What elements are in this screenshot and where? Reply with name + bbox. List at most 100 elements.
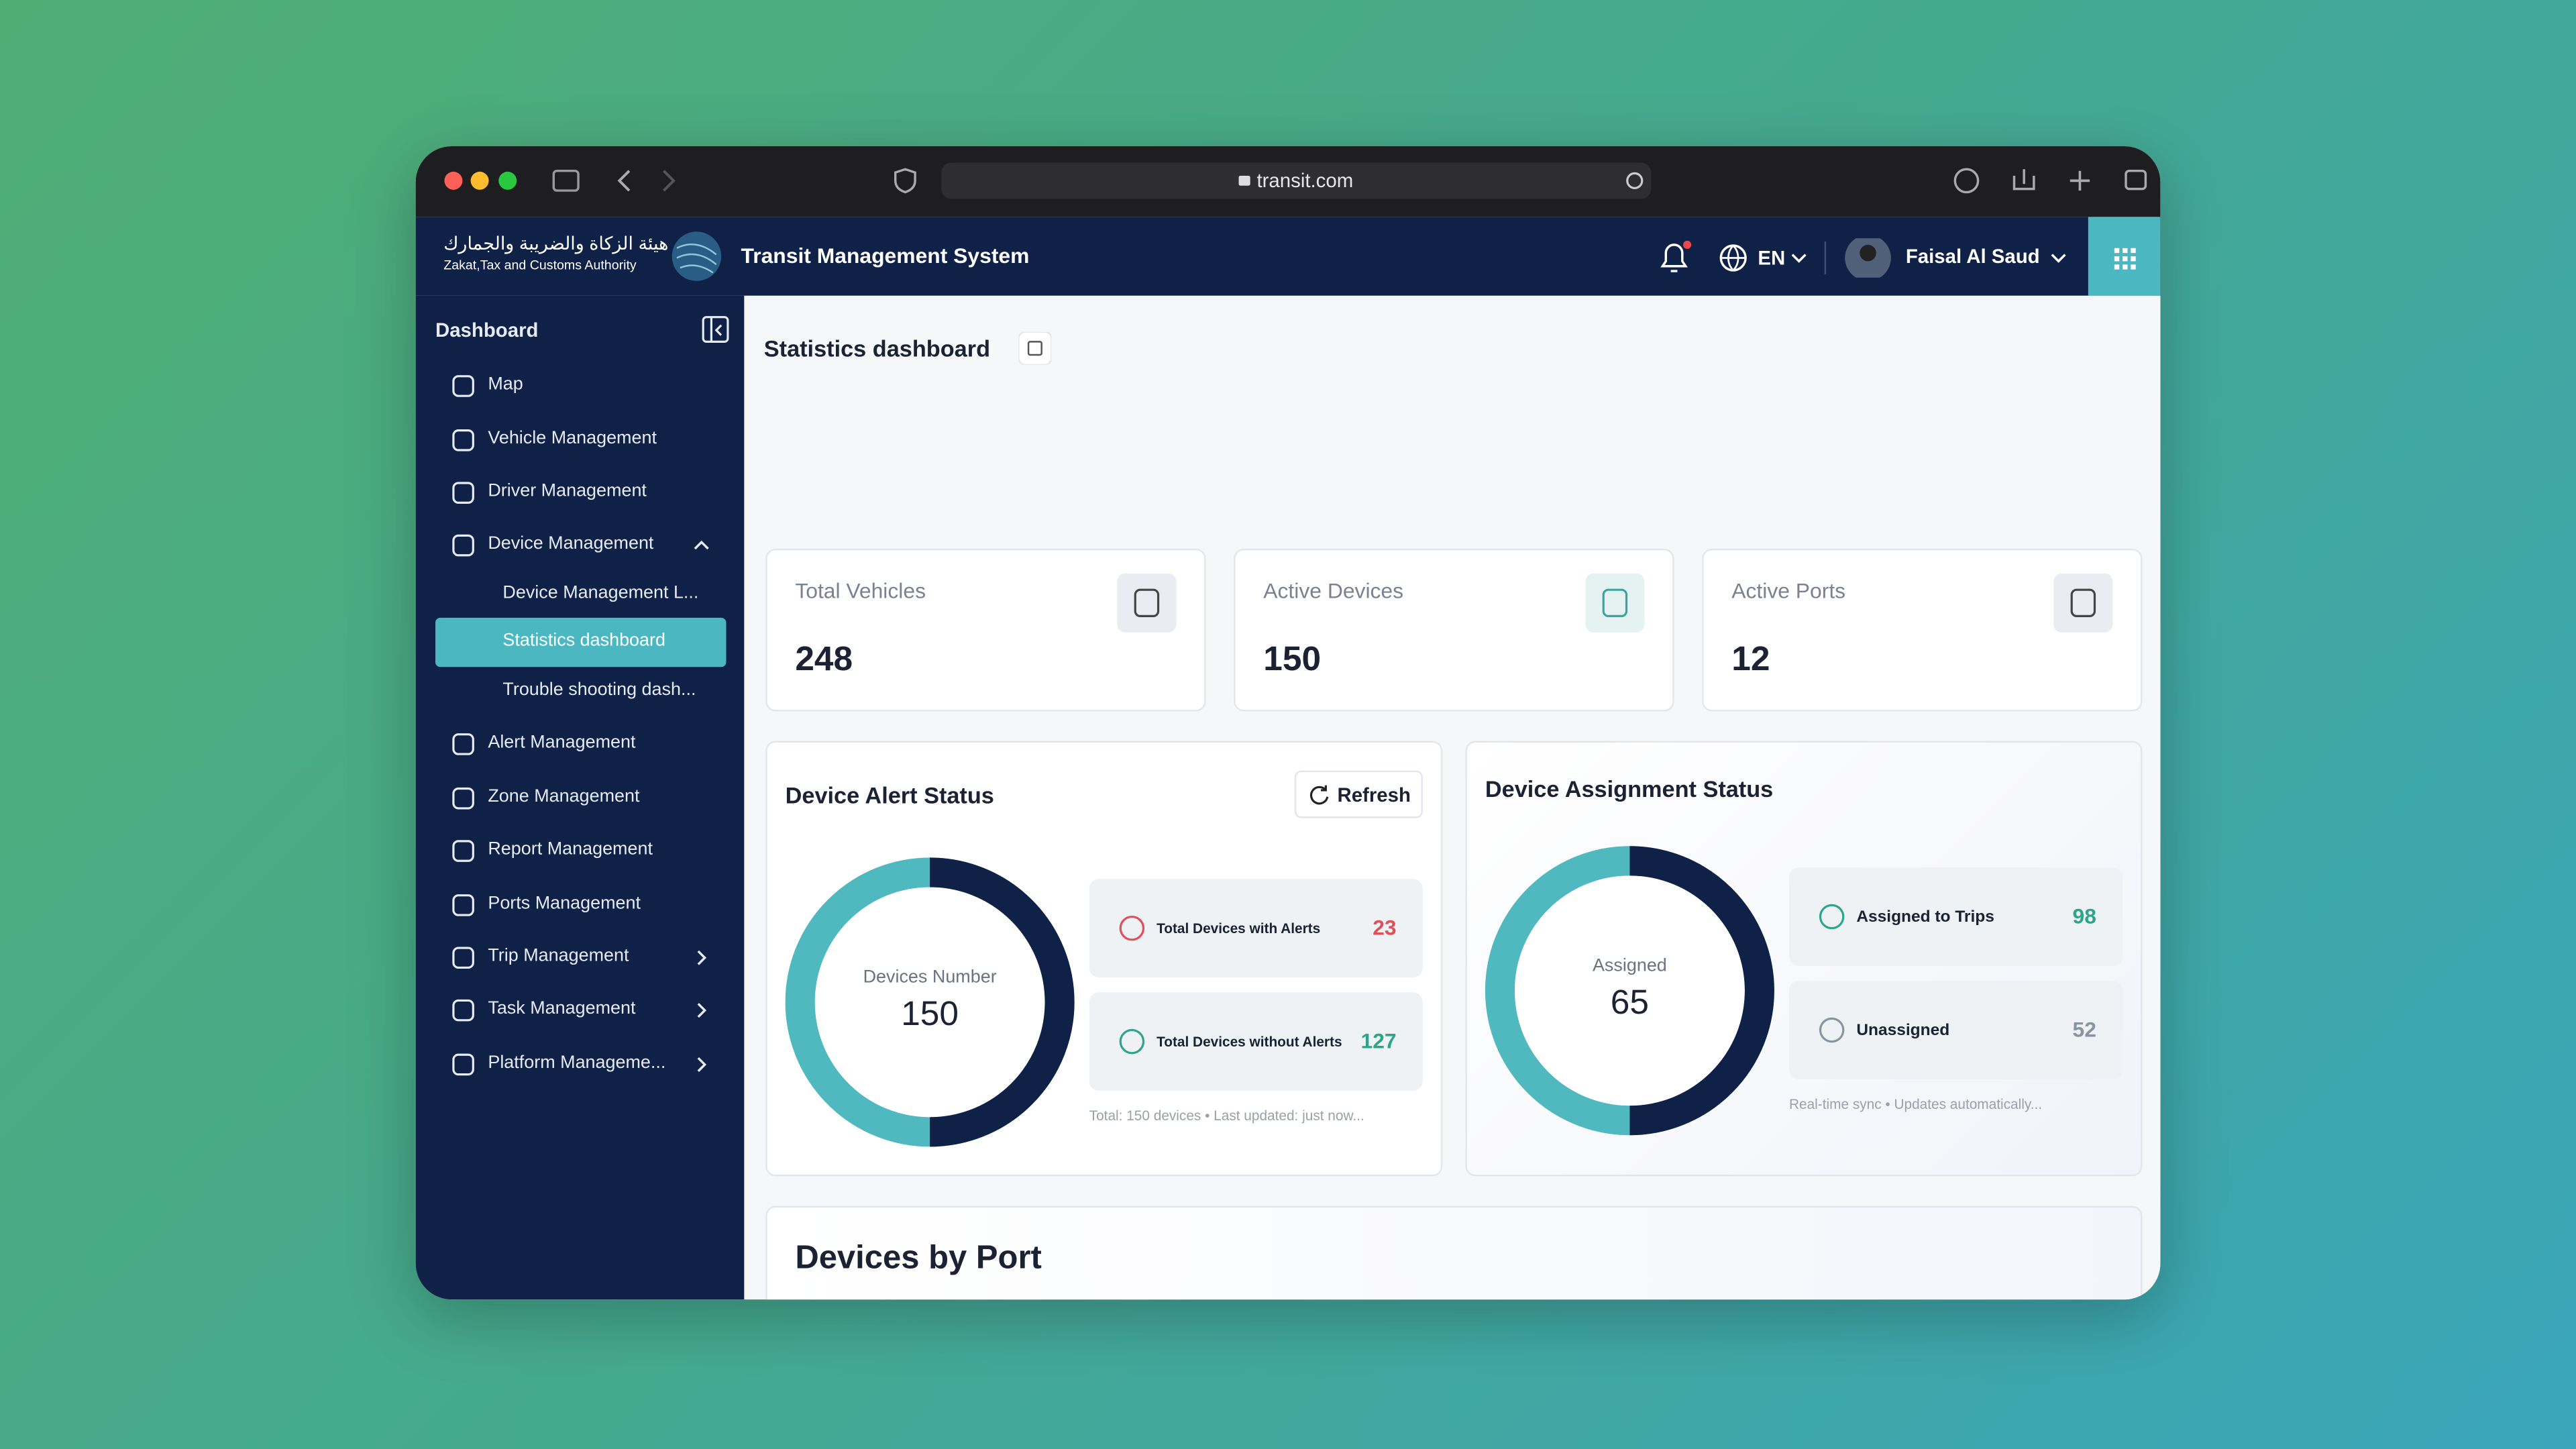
menu-icon [452, 787, 474, 810]
collapse-button[interactable] [702, 315, 731, 345]
calendar-icon[interactable] [1018, 331, 1052, 365]
dot [2123, 264, 2128, 270]
status-icon [1819, 1017, 1845, 1043]
donut [1485, 846, 1774, 1136]
alert-status-panel: Device Alert Status Refresh Devices Numb… [765, 741, 1443, 1177]
menu-item[interactable]: Alert Management [488, 733, 636, 753]
chevron [697, 1003, 707, 1018]
stat-icon [1585, 573, 1645, 633]
active-item-bg [435, 617, 727, 667]
icon-shape [452, 999, 474, 1022]
stat-value: 150 [1263, 641, 1322, 679]
menu-item[interactable]: Map [488, 374, 523, 394]
menu-icon [452, 999, 474, 1022]
menu-item[interactable]: Device Management [488, 533, 654, 554]
url[interactable]: transit.com [1256, 169, 1354, 193]
header-icons [1660, 238, 2066, 278]
sidebar: Dashboard Map Vehicle Management Driver Ma… [415, 295, 745, 1300]
chevron-path [697, 1003, 707, 1018]
status-value: 52 [2072, 1016, 2096, 1042]
icon-shape [1819, 1017, 1845, 1043]
menu-icon [452, 534, 474, 557]
icon-shape [452, 733, 474, 755]
logo-emblem [672, 231, 722, 281]
apps-button[interactable] [2088, 217, 2161, 296]
menu-icon [452, 375, 474, 397]
stat-label: Total Vehicles [795, 578, 926, 603]
status-item: Total Devices with Alerts 23 [1089, 879, 1423, 978]
status-icon [1119, 915, 1145, 941]
dot [2123, 256, 2128, 262]
stat-value: 248 [795, 641, 853, 679]
refresh-button[interactable]: Refresh [1294, 770, 1423, 818]
donut-value: 65 [1610, 983, 1649, 1022]
chevron-path [694, 540, 709, 550]
dot [2114, 248, 2120, 254]
icon-shape [452, 787, 474, 810]
icon-shape [452, 375, 474, 397]
chevron [697, 1057, 707, 1072]
dot [2131, 264, 2136, 270]
menu-item[interactable]: Task Management [488, 998, 636, 1019]
menu-icon [452, 482, 474, 504]
status-value: 127 [1360, 1028, 1397, 1053]
logo-english: Zakat,Tax and Customs Authority [443, 258, 637, 273]
stat-icon [2053, 573, 2113, 633]
app-title: Transit Management System [741, 243, 1030, 268]
menu-item[interactable]: Report Management [488, 839, 653, 859]
icon-bg [1117, 573, 1177, 633]
menu-item[interactable]: Driver Management [488, 481, 647, 501]
submenu-item[interactable]: Trouble shooting dash... [502, 680, 696, 700]
icon-bg [2053, 573, 2113, 633]
panel-footer: Total: 150 devices • Last updated: just … [1089, 1107, 1364, 1124]
refresh-label: Refresh [1337, 784, 1411, 807]
icon-shape [2070, 588, 2096, 617]
icon-shape [1819, 904, 1845, 930]
chevron-path [697, 1057, 707, 1072]
chevron [694, 540, 709, 550]
donut-label: Devices Number [863, 967, 997, 987]
status-item: Assigned to Trips 98 [1788, 867, 2123, 967]
menu-icon [452, 733, 474, 755]
status-icon [1119, 1028, 1145, 1055]
menu-icon [452, 1053, 474, 1076]
page-title: Statistics dashboard [763, 335, 991, 362]
icon-shape [452, 534, 474, 557]
sidebar-heading: Dashboard [435, 319, 539, 342]
language[interactable]: EN [1758, 246, 1786, 270]
menu-item[interactable]: Vehicle Management [488, 429, 657, 449]
stat-label: Active Devices [1263, 578, 1404, 603]
status-item: Unassigned 52 [1788, 981, 2123, 1079]
menu-item[interactable]: Platform Manageme... [488, 1053, 666, 1073]
browser-toolbar: transit.com [415, 146, 2161, 217]
submenu-item[interactable]: Statistics dashboard [502, 631, 665, 651]
dot [2114, 264, 2120, 270]
menu-item[interactable]: Zone Management [488, 787, 640, 807]
icon-bg [1585, 573, 1645, 633]
dot [2131, 256, 2136, 262]
panel-title: Devices by Port [795, 1240, 1042, 1277]
icon-shape [1119, 915, 1145, 941]
stat-value: 12 [1731, 641, 1770, 679]
icon-shape [452, 840, 474, 862]
icon-shape [452, 947, 474, 969]
logo-arabic: هيئة الزكاة والضريبة والجمارك [443, 235, 669, 255]
toolbar-icons [444, 162, 2147, 199]
submenu-item[interactable]: Device Management L... [502, 583, 699, 603]
status-label: Total Devices with Alerts [1157, 920, 1321, 936]
menu-item[interactable]: Ports Management [488, 894, 641, 914]
assignment-status-panel: Device Assignment Status Assigned 65 Ass… [1465, 741, 2143, 1177]
status-item: Total Devices without Alerts 127 [1089, 992, 1423, 1091]
panel-footer: Real-time sync • Updates automatically..… [1788, 1095, 2043, 1112]
status-value: 23 [1373, 915, 1397, 940]
stat-label: Active Ports [1731, 578, 1846, 603]
menu-icon [452, 840, 474, 862]
icon-shape [452, 1053, 474, 1076]
donut-value: 150 [901, 996, 959, 1034]
menu-item[interactable]: Trip Management [488, 946, 629, 967]
browser-window: transit.com هيئة الزكاة والضريبة والجمار… [415, 146, 2161, 1300]
icon-shape [452, 429, 474, 451]
panel-title: Device Assignment Status [1485, 775, 1774, 802]
status-icon [1819, 904, 1845, 930]
user-name[interactable]: Faisal Al Saud [1905, 244, 2040, 268]
